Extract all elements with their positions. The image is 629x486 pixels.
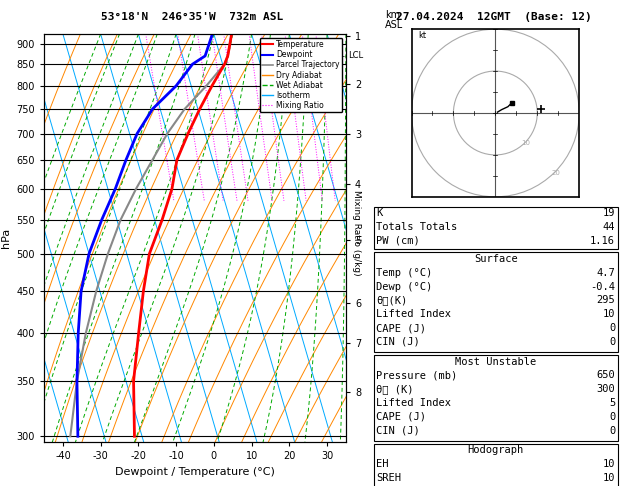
Text: 25: 25 bbox=[311, 28, 320, 34]
Text: CIN (J): CIN (J) bbox=[376, 337, 420, 347]
Text: θᴇ(K): θᴇ(K) bbox=[376, 295, 408, 305]
Text: Surface: Surface bbox=[474, 254, 518, 264]
Text: 300: 300 bbox=[596, 384, 615, 394]
Text: LCL: LCL bbox=[348, 52, 363, 60]
Text: 44: 44 bbox=[603, 222, 615, 232]
Text: 19: 19 bbox=[603, 208, 615, 218]
Text: θᴇ (K): θᴇ (K) bbox=[376, 384, 414, 394]
Text: 15: 15 bbox=[281, 28, 289, 34]
Text: Temp (°C): Temp (°C) bbox=[376, 268, 432, 278]
Text: K: K bbox=[376, 208, 382, 218]
Text: Hodograph: Hodograph bbox=[467, 445, 524, 455]
Text: 3: 3 bbox=[195, 28, 200, 34]
Text: kt: kt bbox=[418, 31, 426, 39]
Text: 4: 4 bbox=[210, 28, 214, 34]
Text: Totals Totals: Totals Totals bbox=[376, 222, 457, 232]
Text: Lifted Index: Lifted Index bbox=[376, 398, 451, 408]
X-axis label: Dewpoint / Temperature (°C): Dewpoint / Temperature (°C) bbox=[115, 467, 275, 477]
Text: 0: 0 bbox=[609, 323, 615, 333]
Text: 650: 650 bbox=[596, 370, 615, 381]
Text: 0: 0 bbox=[609, 426, 615, 436]
Text: Mixing Ratio (g/kg): Mixing Ratio (g/kg) bbox=[352, 191, 361, 276]
Text: 5: 5 bbox=[221, 28, 226, 34]
Text: 10: 10 bbox=[603, 309, 615, 319]
Text: Pressure (mb): Pressure (mb) bbox=[376, 370, 457, 381]
Text: 20: 20 bbox=[298, 28, 307, 34]
Text: 10: 10 bbox=[603, 459, 615, 469]
Text: km
ASL: km ASL bbox=[385, 10, 403, 30]
Y-axis label: hPa: hPa bbox=[1, 228, 11, 248]
Text: -0.4: -0.4 bbox=[590, 281, 615, 292]
Text: 2: 2 bbox=[175, 28, 180, 34]
Text: 0: 0 bbox=[609, 412, 615, 422]
Text: 27.04.2024  12GMT  (Base: 12): 27.04.2024 12GMT (Base: 12) bbox=[396, 12, 592, 22]
Text: 5: 5 bbox=[609, 398, 615, 408]
Text: CIN (J): CIN (J) bbox=[376, 426, 420, 436]
Text: 8: 8 bbox=[247, 28, 252, 34]
Text: CAPE (J): CAPE (J) bbox=[376, 412, 426, 422]
Text: 10: 10 bbox=[603, 473, 615, 483]
Text: 20: 20 bbox=[551, 171, 560, 176]
Text: 295: 295 bbox=[596, 295, 615, 305]
Text: PW (cm): PW (cm) bbox=[376, 236, 420, 246]
Text: 1.16: 1.16 bbox=[590, 236, 615, 246]
Text: 10: 10 bbox=[257, 28, 266, 34]
Text: EH: EH bbox=[376, 459, 389, 469]
Text: 0: 0 bbox=[609, 337, 615, 347]
Text: Most Unstable: Most Unstable bbox=[455, 357, 537, 366]
Text: CAPE (J): CAPE (J) bbox=[376, 323, 426, 333]
Text: 4.7: 4.7 bbox=[596, 268, 615, 278]
Text: SREH: SREH bbox=[376, 473, 401, 483]
Text: 10: 10 bbox=[521, 140, 530, 146]
Text: 53°18'N  246°35'W  732m ASL: 53°18'N 246°35'W 732m ASL bbox=[101, 12, 283, 22]
Text: Dewp (°C): Dewp (°C) bbox=[376, 281, 432, 292]
Text: 1: 1 bbox=[143, 28, 148, 34]
Legend: Temperature, Dewpoint, Parcel Trajectory, Dry Adiabat, Wet Adiabat, Isotherm, Mi: Temperature, Dewpoint, Parcel Trajectory… bbox=[260, 38, 342, 112]
Text: Lifted Index: Lifted Index bbox=[376, 309, 451, 319]
